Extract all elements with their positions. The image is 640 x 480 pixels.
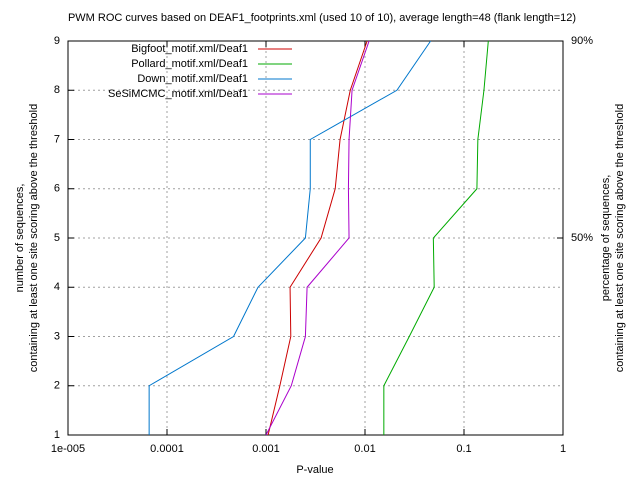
y2-tick-label: 50%	[571, 232, 593, 244]
x-tick-label: 0.01	[354, 443, 375, 455]
plot-frame	[67, 40, 564, 436]
y-tick-label: 1	[54, 429, 60, 441]
legend-label: Down_motif.xml/Deaf1	[137, 73, 248, 85]
y-tick-label: 3	[54, 330, 60, 342]
x-axis-label: P-value	[296, 464, 333, 476]
series-line	[383, 40, 489, 435]
series-line	[265, 40, 370, 436]
x-tick-label: 0.0001	[150, 443, 184, 455]
y-tick-label: 4	[54, 281, 60, 293]
y2-axis-label: containing at least one site scoring abo…	[614, 104, 626, 372]
series-line	[148, 40, 432, 435]
chart-title: PWM ROC curves based on DEAF1_footprints…	[68, 12, 576, 24]
y-axis-label: containing at least one site scoring abo…	[28, 104, 40, 372]
y-tick-label: 2	[54, 380, 60, 392]
legend-label: SeSiMCMC_motif.xml/Deaf1	[108, 88, 248, 100]
x-tick-label: 0.1	[456, 443, 471, 455]
y-tick-label: 8	[54, 84, 60, 96]
y2-tick-label: 90%	[571, 35, 593, 47]
y2-axis-label: percentage of sequences,	[600, 175, 612, 302]
y-axis-label: number of sequences,	[14, 184, 26, 293]
legend-label: Pollard_motif.xml/Deaf1	[131, 58, 248, 70]
y-tick-label: 7	[54, 133, 60, 145]
legend-label: Bigfoot_motif.xml/Deaf1	[131, 43, 248, 55]
series-line	[267, 40, 368, 436]
x-tick-label: 1	[560, 443, 566, 455]
y-tick-label: 5	[54, 232, 60, 244]
y-tick-label: 6	[54, 183, 60, 195]
y-tick-label: 9	[54, 35, 60, 47]
x-tick-label: 1e-005	[51, 443, 85, 455]
x-tick-label: 0.001	[252, 443, 280, 455]
